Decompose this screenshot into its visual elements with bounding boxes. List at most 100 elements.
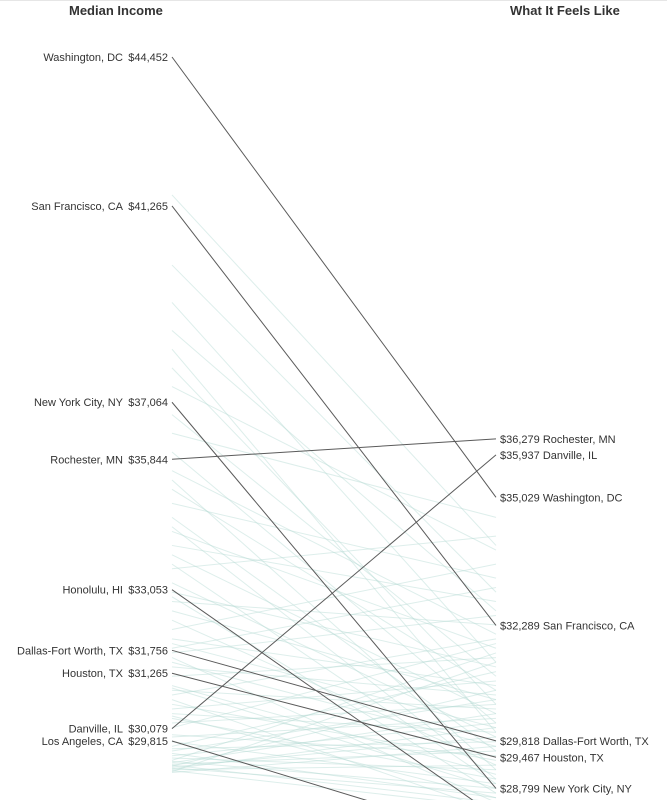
background-slope-line (171, 615, 497, 654)
background-slope-line (171, 687, 497, 789)
right-value-label: $36,279 Rochester, MN (500, 434, 616, 446)
background-slope-line (171, 535, 497, 570)
background-slope-line (171, 638, 497, 696)
background-slope-line (171, 680, 497, 710)
background-slope-line (171, 736, 497, 768)
background-slope-line (171, 767, 497, 794)
highlighted-slope-line (171, 56, 497, 498)
background-slope-line (171, 386, 497, 551)
left-city-label: New York City, NY (34, 397, 124, 409)
background-slope-line (171, 582, 497, 738)
background-slope-line (171, 488, 497, 691)
background-slope-line (171, 661, 497, 747)
background-slope-line (171, 741, 497, 785)
background-slope-line (171, 713, 497, 764)
background-slope-line (171, 671, 497, 747)
background-slope-line (171, 715, 497, 799)
background-slope-line (171, 685, 497, 775)
background-slope-line (171, 530, 497, 649)
background-slope-line (171, 727, 497, 770)
left-value-label: $44,452 (128, 52, 168, 64)
highlighted-lines (171, 56, 497, 800)
background-slope-line (171, 703, 497, 761)
background-slope-line (171, 745, 497, 774)
left-city-label: Dallas-Fort Worth, TX (17, 645, 124, 657)
background-slope-line (171, 760, 497, 789)
background-slope-line (171, 264, 497, 593)
left-city-label: Los Angeles, CA (42, 736, 124, 748)
background-slope-line (171, 596, 497, 794)
background-slope-line (171, 601, 497, 626)
background-slope-line (171, 414, 497, 677)
right-value-label: $29,467 Houston, TX (500, 752, 604, 764)
left-value-label: $29,815 (128, 736, 168, 748)
background-slope-line (171, 610, 497, 701)
background-slope-line (171, 638, 497, 687)
background-slope-line (171, 764, 497, 771)
right-value-label: $35,937 Danville, IL (500, 450, 597, 462)
right-value-label: $29,818 Dallas-Fort Worth, TX (500, 736, 649, 748)
background-slope-line (171, 722, 497, 757)
background-slope-line (171, 526, 497, 780)
background-slope-line (171, 703, 497, 724)
left-value-label: $30,079 (128, 724, 168, 736)
background-slope-line (171, 330, 497, 612)
background-slope-line (171, 689, 497, 767)
highlighted-slope-line (171, 649, 497, 742)
background-slope-line (171, 367, 497, 705)
left-city-label: Washington, DC (43, 52, 123, 64)
background-slope-line (171, 750, 497, 765)
background-slope-line (171, 699, 497, 752)
highlighted-slope-line (171, 672, 497, 758)
left-city-label: Honolulu, HI (62, 585, 123, 597)
background-slope-line (171, 451, 497, 724)
highlighted-slope-line (171, 205, 497, 626)
background-slope-line (171, 643, 497, 729)
background-slope-line (171, 194, 497, 546)
background-slope-line (171, 432, 497, 518)
background-slope-line (171, 652, 497, 761)
background-slope-line (171, 770, 438, 800)
background-slope-line (171, 563, 497, 631)
highlighted-slope-line (171, 589, 474, 800)
left-value-label: $41,265 (128, 201, 168, 213)
background-slope-line (171, 479, 497, 771)
background-slope-line (171, 619, 497, 766)
left-city-label: Rochester, MN (50, 454, 123, 466)
left-city-label: San Francisco, CA (31, 201, 123, 213)
left-city-label: Houston, TX (62, 668, 124, 680)
background-slope-line (171, 554, 497, 715)
background-slope-line (171, 717, 497, 780)
left-value-label: $33,053 (128, 585, 168, 597)
highlighted-slope-line (171, 438, 497, 460)
background-slope-line (171, 544, 497, 603)
labels: $44,452 Washington, DC $35,029 Washington,… (17, 52, 649, 795)
left-value-label: $37,064 (128, 397, 168, 409)
left-value-label: $31,265 (128, 668, 168, 680)
background-slope-line (171, 752, 497, 799)
background-slope-line (171, 764, 480, 800)
background-slope-line (171, 713, 497, 733)
background-slope-line (171, 717, 497, 738)
background-slope-line (171, 734, 497, 757)
left-value-label: $35,844 (128, 454, 168, 466)
highlighted-slope-line (171, 401, 497, 789)
background-slope-line (171, 666, 497, 696)
background-slope-line (171, 470, 497, 635)
highlighted-slope-line (171, 454, 497, 730)
background-slope-line (171, 302, 497, 663)
right-value-label: $35,029 Washington, DC (500, 492, 623, 504)
background-slope-line (171, 502, 497, 579)
left-city-label: Danville, IL (69, 724, 123, 736)
top-border (0, 0, 667, 1)
right-column-title: What It Feels Like (510, 3, 620, 18)
background-slope-line (171, 586, 497, 649)
background-slope-line (171, 757, 497, 771)
left-column-title: Median Income (69, 3, 163, 18)
highlighted-slope-line (171, 740, 368, 800)
right-value-label: $28,799 New York City, NY (500, 783, 633, 795)
right-value-label: $32,289 San Francisco, CA (500, 620, 635, 632)
background-slope-line (171, 657, 497, 677)
background-slope-line (171, 689, 497, 710)
